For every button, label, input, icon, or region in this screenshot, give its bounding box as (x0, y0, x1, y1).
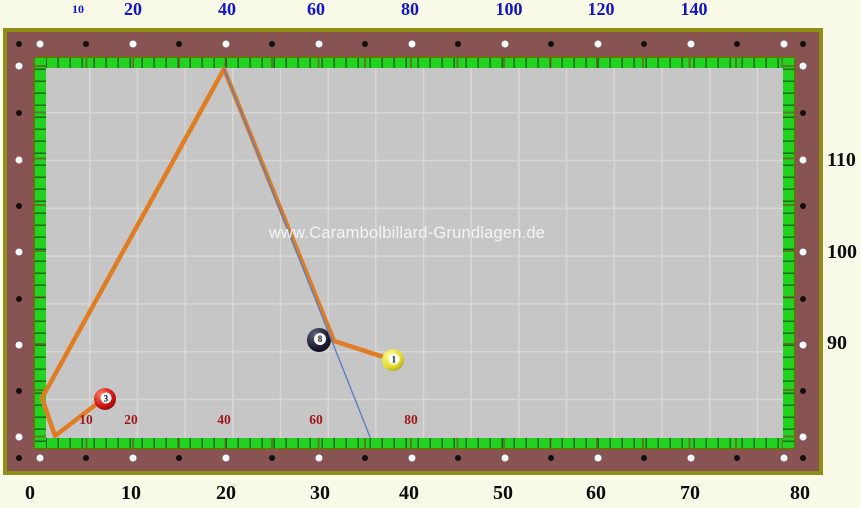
diamond-dot-white (15, 341, 23, 349)
right-scale-label: 110 (827, 149, 856, 171)
diamond-dot-black (83, 455, 89, 461)
diamond-dot-white (222, 454, 230, 462)
diamond-dot-white (501, 454, 509, 462)
diamond-dot-black (362, 455, 368, 461)
diamond-dot-white (799, 433, 807, 441)
diamond-dot-white (594, 454, 602, 462)
top-scale-label: 20 (124, 0, 142, 19)
black-ball: 8 (307, 328, 331, 352)
bottom-scale-label: 40 (399, 482, 419, 504)
top-scale-label: 60 (307, 0, 325, 19)
diamond-dot-white (36, 454, 44, 462)
black-ball-number: 8 (313, 333, 326, 346)
diamond-dot-white (15, 62, 23, 70)
diamond-dot-black (800, 110, 806, 116)
diamond-dot-black (548, 41, 554, 47)
diamond-dot-black (455, 455, 461, 461)
diamond-dot-black (734, 455, 740, 461)
diamond-dot-white (501, 40, 509, 48)
diamond-dot-black (176, 455, 182, 461)
watermark-url: www.Carambolbillard-Grundlagen.de (268, 224, 546, 242)
diamond-dot-black (800, 41, 806, 47)
diamond-dot-black (362, 41, 368, 47)
bottom-scale-label: 20 (216, 482, 236, 504)
diamond-dot-white (799, 341, 807, 349)
diamond-dot-black (641, 41, 647, 47)
diamond-dot-white (799, 156, 807, 164)
diamond-dot-black (16, 296, 22, 302)
diamond-dot-black (16, 455, 22, 461)
diamond-dot-white (799, 248, 807, 256)
diamond-dot-white (315, 40, 323, 48)
diamond-dot-black (16, 388, 22, 394)
top-cushion (35, 56, 795, 68)
diamond-dot-black (16, 110, 22, 116)
diamond-dot-black (16, 203, 22, 209)
bottom-cushion (35, 438, 795, 450)
bottom-scale-label: 70 (680, 482, 700, 504)
inner-scale-label: 10 (79, 412, 93, 427)
diamond-dot-white (15, 248, 23, 256)
inner-scale-label: 40 (217, 412, 231, 427)
billiard-table (3, 28, 823, 475)
diamond-dot-white (15, 156, 23, 164)
diamond-dot-black (269, 41, 275, 47)
diamond-dot-black (800, 203, 806, 209)
playing-surface (46, 68, 783, 438)
top-scale-label: 10 (72, 2, 84, 16)
diamond-dot-white (222, 40, 230, 48)
diamond-dot-white (315, 454, 323, 462)
top-scale-label: 40 (218, 0, 236, 19)
top-scale-label: 140 (680, 0, 708, 19)
diamond-dot-white (799, 62, 807, 70)
diamond-dot-black (455, 41, 461, 47)
diamond-dot-white (594, 40, 602, 48)
right-cushion (783, 58, 796, 448)
yellow-ball-number: 1 (388, 353, 400, 365)
yellow-ball: 1 (382, 349, 404, 371)
diamond-dot-black (641, 455, 647, 461)
diamond-dot-black (83, 41, 89, 47)
inner-scale-label: 80 (404, 412, 418, 427)
diamond-dot-white (408, 454, 416, 462)
top-scale-label: 80 (401, 0, 419, 19)
right-scale-label: 90 (827, 332, 847, 354)
bottom-scale-label: 60 (586, 482, 606, 504)
right-scale-label: 100 (827, 241, 857, 263)
diamond-dot-white (687, 454, 695, 462)
top-scale-label: 120 (587, 0, 615, 19)
inner-scale-label: 20 (124, 412, 138, 427)
diamond-dot-white (36, 40, 44, 48)
diamond-dot-white (15, 433, 23, 441)
diamond-dot-white (780, 40, 788, 48)
diamond-dot-white (780, 454, 788, 462)
diamond-dot-black (734, 41, 740, 47)
bottom-scale-label: 0 (25, 482, 35, 504)
inner-scale-label: 60 (309, 412, 323, 427)
bottom-scale-label: 10 (121, 482, 141, 504)
red-ball: 3 (94, 388, 116, 410)
diamond-dot-black (269, 455, 275, 461)
diamond-dot-white (408, 40, 416, 48)
bottom-scale-label: 30 (310, 482, 330, 504)
diamond-dot-black (800, 388, 806, 394)
top-scale-label: 100 (495, 0, 523, 19)
diamond-dot-white (687, 40, 695, 48)
diamond-dot-white (129, 40, 137, 48)
diamond-dot-black (176, 41, 182, 47)
diamond-dot-black (800, 296, 806, 302)
bottom-scale-label: 80 (790, 482, 810, 504)
diamond-dot-black (800, 455, 806, 461)
diamond-dot-white (129, 454, 137, 462)
diamond-dot-black (548, 455, 554, 461)
bottom-scale-label: 50 (493, 482, 513, 504)
diamond-dot-black (16, 41, 22, 47)
left-cushion (33, 58, 46, 448)
red-ball-number: 3 (100, 392, 112, 404)
